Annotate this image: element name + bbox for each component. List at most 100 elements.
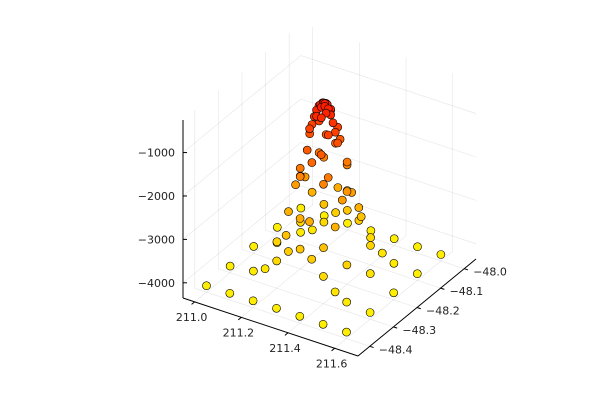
data-point (295, 172, 305, 181)
y-tick-label: −48.2 (426, 305, 460, 318)
data-point (202, 281, 211, 291)
grid-line (241, 220, 360, 318)
grid-line (300, 185, 477, 245)
data-point (307, 158, 317, 167)
data-point (342, 297, 352, 307)
y-tick-label: −48.0 (473, 266, 507, 279)
x-tick-label: 211.2 (223, 326, 255, 339)
z-tick-label: −1000 (138, 147, 175, 160)
tick-labels: 211.0 211.2 211.4 211.6 −48.0 −48.1 −48.2 −48.3… (138, 147, 507, 371)
data-point (377, 248, 387, 258)
data-point (307, 187, 317, 197)
data-point (305, 124, 314, 134)
x-tick-label: 211.0 (176, 311, 208, 324)
data-point (413, 242, 422, 251)
y-tick-label: −48.1 (450, 285, 484, 298)
grid-line (300, 142, 477, 201)
grid-line (265, 229, 441, 289)
data-point (295, 311, 305, 321)
data-point (281, 231, 291, 240)
data-point (260, 264, 270, 274)
grid-line (300, 55, 477, 114)
data-point (272, 237, 282, 246)
data-point (366, 241, 375, 250)
data-point (316, 150, 326, 159)
data-point (307, 225, 317, 235)
data-point (302, 145, 312, 155)
y-tick-mark (464, 268, 469, 271)
data-point (331, 208, 340, 217)
x-tick-mark (237, 316, 242, 321)
data-point (342, 187, 352, 196)
data-point (342, 157, 352, 167)
x-tick-label: 211.4 (269, 342, 301, 355)
z-tick-label: −4000 (138, 277, 175, 290)
data-point (330, 222, 340, 232)
y-tick-label: −48.4 (379, 343, 413, 356)
z-tick-label: −3000 (138, 233, 175, 246)
data-point (305, 217, 314, 226)
data-point (295, 214, 305, 223)
data-point (436, 250, 446, 259)
data-point (356, 212, 366, 221)
data-point (318, 319, 328, 329)
grid-line (334, 251, 453, 349)
data-point (319, 217, 329, 227)
y-tick-mark (416, 307, 421, 310)
grid-line (194, 204, 313, 303)
data-point (225, 261, 235, 271)
grid-line (241, 249, 418, 308)
data-point (343, 218, 352, 228)
data-point (248, 296, 258, 306)
data-point (412, 269, 422, 279)
axes (182, 120, 477, 357)
x-tick-mark (331, 347, 335, 352)
data-point (249, 266, 258, 276)
y-tick-mark (440, 287, 445, 290)
grid-line (194, 288, 370, 347)
data-point (365, 308, 375, 317)
data-point (333, 183, 343, 192)
data-point (319, 200, 329, 209)
data-point (296, 228, 305, 237)
data-points (202, 98, 446, 337)
data-point (249, 242, 258, 251)
data-point (342, 260, 352, 270)
grid-line (182, 55, 302, 153)
z-tick-label: −2000 (138, 190, 175, 203)
data-point (319, 272, 328, 281)
data-point (272, 223, 282, 232)
data-point (284, 207, 293, 216)
data-point (323, 130, 333, 140)
grid-line (182, 185, 302, 284)
data-point (295, 244, 305, 254)
data-point (323, 173, 333, 182)
data-point (354, 203, 364, 212)
data-point (225, 288, 235, 298)
data-point (296, 203, 306, 213)
data-point (307, 254, 317, 264)
data-point (319, 243, 328, 252)
data-point (330, 287, 340, 297)
data-point (365, 269, 375, 278)
grid-line (289, 210, 465, 269)
grid-line (218, 268, 394, 328)
data-point (319, 180, 328, 189)
y-tick-label: −48.3 (402, 324, 436, 337)
data-point (389, 258, 399, 268)
data-point (316, 113, 326, 123)
data-point (337, 195, 347, 205)
data-point (295, 163, 305, 173)
grid-line (182, 98, 302, 197)
data-point (342, 206, 352, 215)
data-point (328, 118, 338, 128)
x-axis-line (182, 297, 359, 357)
data-point (389, 234, 399, 243)
x-tick-label: 211.6 (316, 357, 348, 370)
y-tick-mark (369, 345, 374, 349)
data-point (272, 256, 282, 266)
data-point (333, 138, 343, 148)
data-point (291, 180, 300, 189)
y-tick-mark (393, 326, 398, 329)
